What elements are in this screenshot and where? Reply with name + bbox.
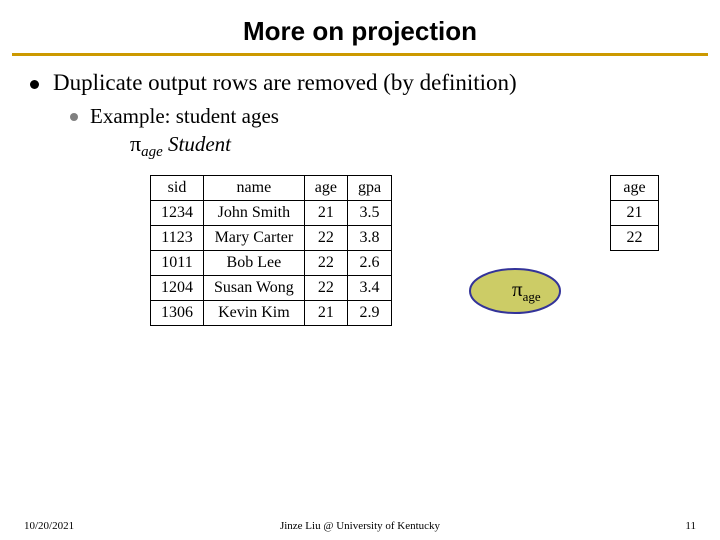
cell-sid: 1011 — [151, 251, 204, 276]
pi-subscript: age — [523, 289, 541, 304]
cell-sid: 1204 — [151, 276, 204, 301]
cell-gpa: 2.6 — [347, 251, 391, 276]
table-header-row: age — [611, 176, 659, 201]
cell-age: 22 — [304, 251, 347, 276]
cell-gpa: 2.9 — [347, 301, 391, 326]
cell-sid: 1123 — [151, 226, 204, 251]
footer-date: 10/20/2021 — [24, 520, 74, 532]
col-gpa: gpa — [347, 176, 391, 201]
cell-name: Kevin Kim — [204, 301, 305, 326]
bullet-dot-icon — [70, 113, 78, 121]
cell-age: 22 — [304, 276, 347, 301]
slide: More on projection Duplicate output rows… — [0, 0, 720, 540]
content-area: Duplicate output rows are removed (by de… — [0, 56, 720, 326]
student-table: sid name age gpa 1234 John Smith 21 3.5 … — [150, 175, 392, 326]
cell-age: 21 — [304, 301, 347, 326]
cell-gpa: 3.8 — [347, 226, 391, 251]
projection-operator: πage — [468, 267, 562, 315]
pi-symbol: π — [130, 131, 141, 156]
relation-name: Student — [168, 132, 231, 156]
table-row: 21 — [611, 201, 659, 226]
table-row: 1234 John Smith 21 3.5 — [151, 201, 392, 226]
slide-title: More on projection — [0, 16, 720, 47]
col-sid: sid — [151, 176, 204, 201]
table-row: 1204 Susan Wong 22 3.4 — [151, 276, 392, 301]
table-header-row: sid name age gpa — [151, 176, 392, 201]
cell-age: 22 — [611, 226, 659, 251]
pi-subscript: age — [141, 144, 163, 160]
table-row: 1123 Mary Carter 22 3.8 — [151, 226, 392, 251]
bullet-level1: Duplicate output rows are removed (by de… — [30, 70, 690, 96]
table-row: 1011 Bob Lee 22 2.6 — [151, 251, 392, 276]
projection-formula: πage Student — [70, 131, 690, 161]
title-area: More on projection — [0, 0, 720, 56]
pi-symbol: π — [512, 277, 523, 301]
result-table: age 21 22 — [610, 175, 659, 251]
cell-gpa: 3.5 — [347, 201, 391, 226]
cell-name: Bob Lee — [204, 251, 305, 276]
footer: 10/20/2021 Jinze Liu @ University of Ken… — [0, 520, 720, 532]
tables-wrap: sid name age gpa 1234 John Smith 21 3.5 … — [70, 175, 690, 326]
sub-bullets: Example: student ages πage Student sid n… — [30, 104, 690, 326]
cell-name: John Smith — [204, 201, 305, 226]
col-age: age — [611, 176, 659, 201]
bullet-l1-text: Duplicate output rows are removed (by de… — [53, 70, 517, 96]
cell-sid: 1234 — [151, 201, 204, 226]
bullet-level2: Example: student ages — [70, 104, 690, 129]
bullet-dot-icon — [30, 80, 39, 89]
operator-label: πage — [512, 277, 541, 305]
footer-page-number: 11 — [685, 520, 696, 532]
table-row: 1306 Kevin Kim 21 2.9 — [151, 301, 392, 326]
col-name: name — [204, 176, 305, 201]
cell-name: Mary Carter — [204, 226, 305, 251]
cell-name: Susan Wong — [204, 276, 305, 301]
footer-center: Jinze Liu @ University of Kentucky — [0, 520, 720, 532]
col-age: age — [304, 176, 347, 201]
cell-age: 22 — [304, 226, 347, 251]
cell-age: 21 — [304, 201, 347, 226]
cell-gpa: 3.4 — [347, 276, 391, 301]
table-row: 22 — [611, 226, 659, 251]
cell-age: 21 — [611, 201, 659, 226]
bullet-l2-text: Example: student ages — [90, 104, 279, 129]
cell-sid: 1306 — [151, 301, 204, 326]
